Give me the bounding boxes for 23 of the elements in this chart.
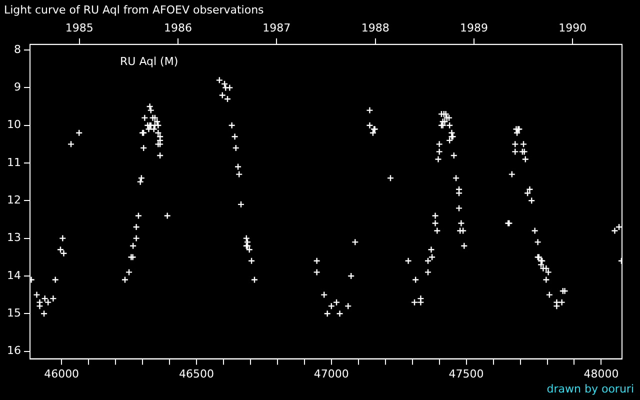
x2-tick-label: 1986 [164, 22, 192, 35]
y-tick-label: 15 [6, 306, 21, 320]
x-tick-label: 46000 [44, 367, 80, 380]
annotation: RU Aql (M) [120, 54, 178, 68]
x2-tick-label: 1989 [460, 22, 488, 35]
x-tick-label: 46500 [178, 367, 214, 380]
text: drawn by ooruri [546, 382, 634, 396]
x2-tick-label: 1988 [361, 22, 390, 35]
y-tick-label: 8 [14, 42, 21, 56]
y-tick-label: 10 [6, 118, 21, 132]
x-tick-label: 47500 [448, 367, 484, 380]
y-tick-label: 16 [6, 344, 21, 358]
chart-title: Light curve of RU Aql from AFOEV observations [4, 3, 264, 16]
y-tick-label: 14 [6, 268, 21, 282]
x-tick-label: 47000 [314, 367, 349, 380]
x2-tick-label: 1987 [262, 22, 291, 35]
y-tick-label: 9 [14, 80, 21, 94]
x2-tick-label: 1985 [65, 22, 94, 35]
y-tick-label: 11 [6, 156, 21, 169]
x2-tick-label: 1990 [558, 22, 587, 35]
x-tick-label: 48000 [584, 367, 619, 380]
y-tick-label: 12 [6, 194, 21, 207]
y-tick-label: 13 [6, 231, 21, 244]
